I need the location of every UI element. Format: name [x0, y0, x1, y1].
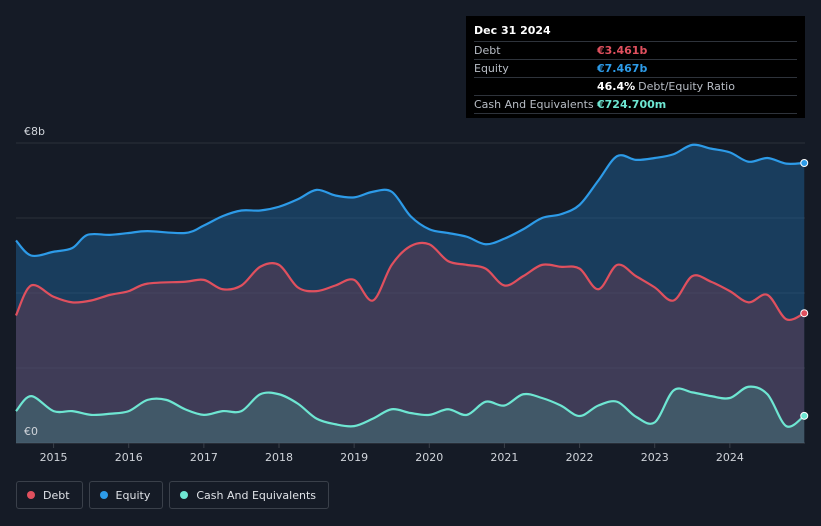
grid-lines [16, 142, 805, 444]
series-areas [16, 144, 805, 443]
x-tick-label: 2020 [415, 451, 443, 464]
legend-label-equity: Equity [115, 488, 151, 502]
tooltip-ratio-value: 46.4% [597, 80, 636, 93]
tooltip-cash-value: €724.700m [597, 98, 667, 111]
tooltip-debt-label: Debt [474, 44, 501, 57]
legend-dot-cash [180, 491, 189, 499]
y-axis: €8b €0 [24, 125, 45, 438]
x-tick-label: 2019 [340, 451, 368, 464]
tooltip-row-equity: Equity €7.467b [474, 59, 797, 77]
tooltip-row-debt: Debt €3.461b [474, 41, 797, 59]
tooltip-equity-label: Equity [474, 62, 509, 75]
area-equity [16, 144, 805, 443]
tooltip-equity-value: €7.467b [597, 62, 648, 75]
tooltip-row-ratio: 46.4% Debt/Equity Ratio [474, 77, 797, 95]
x-tick-label: 2017 [190, 451, 218, 464]
legend: Debt Equity Cash And Equivalents [16, 481, 329, 509]
area-cash-and-equivalents [16, 386, 805, 443]
legend-item-cash[interactable]: Cash And Equivalents [169, 481, 329, 509]
legend-label-debt: Debt [43, 488, 70, 502]
legend-label-cash: Cash And Equivalents [196, 488, 316, 502]
series-lines [14, 143, 805, 428]
tooltip-debt-value: €3.461b [597, 44, 648, 57]
line-cash-and-equivalents [15, 385, 805, 428]
series-endpoints [800, 158, 809, 420]
tooltip-row-cash: Cash And Equivalents €724.700m [474, 95, 797, 114]
x-tick-label: 2022 [566, 451, 594, 464]
x-tick-label: 2018 [265, 451, 293, 464]
y-tick-label: €8b [24, 125, 45, 138]
tooltip-ratio-label: Debt/Equity Ratio [638, 80, 735, 93]
endpoint-debt [800, 309, 809, 318]
endpoint-cash-and-equivalents [800, 411, 809, 420]
legend-dot-debt [27, 491, 35, 499]
x-tick-label: 2023 [641, 451, 669, 464]
endpoint-equity [800, 158, 809, 167]
tooltip-date: Dec 31 2024 [474, 24, 551, 37]
line-equity [15, 143, 805, 258]
legend-item-equity[interactable]: Equity [88, 481, 164, 509]
x-axis: 2015 2016 2017 2018 2019 2020 2021 2022 2023 2024 [40, 443, 744, 464]
x-tick-label: 2016 [115, 451, 143, 464]
x-tick-label: 2024 [716, 451, 744, 464]
line-debt [14, 241, 805, 322]
y-tick-label: €0 [24, 425, 38, 438]
x-tick-label: 2021 [490, 451, 518, 464]
tooltip-cash-label: Cash And Equivalents [474, 98, 594, 111]
area-debt [16, 242, 805, 443]
legend-dot-equity [99, 491, 108, 499]
tooltip-panel: Dec 31 2024 Debt €3.461b Equity €7.467b … [466, 16, 805, 118]
x-tick-label: 2015 [40, 451, 68, 464]
legend-item-debt[interactable]: Debt [16, 481, 83, 509]
